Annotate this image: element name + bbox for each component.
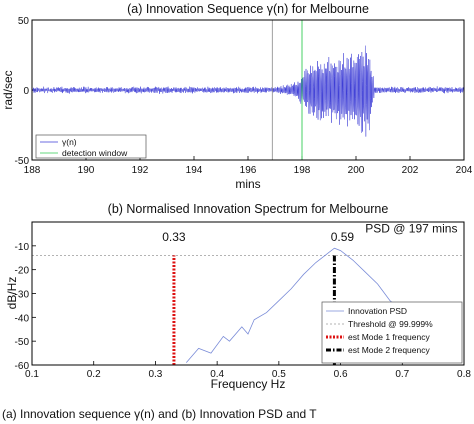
chart-a-x-axis-label: mins — [235, 177, 260, 191]
chart-a-x-tick-label: 194 — [186, 165, 203, 176]
legend-label-gamma: γ(n) — [62, 137, 77, 147]
chart-a-x-tick-label: 200 — [348, 165, 365, 176]
legend-label-innovation-psd: Innovation PSD — [348, 306, 407, 316]
chart-b-y-axis-label: dB/Hz — [5, 277, 19, 310]
chart-b-legend-box — [321, 301, 463, 364]
chart-a-legend: γ(n) detection window — [35, 134, 147, 159]
chart-b-plot-frame — [31, 221, 465, 366]
chart-a-x-tick-label: 198 — [294, 165, 311, 176]
chart-a-y-tick-label: 50 — [18, 16, 30, 27]
chart-b-legend: Innovation PSD Threshold @ 99.999% est M… — [321, 301, 463, 364]
chart-b-x-tick-label: 0.6 — [334, 369, 348, 380]
chart-b-y-tick-label: -60 — [15, 361, 30, 372]
chart-a-x-tick-label: 202 — [402, 165, 419, 176]
legend-label-threshold: Threshold @ 99.999% — [348, 319, 433, 329]
chart-a-series-gamma — [31, 45, 465, 137]
chart-b-x-axis-label: Frequency Hz — [211, 377, 286, 391]
chart-b-x-tick-label: 0.4 — [210, 369, 224, 380]
chart-a-x-tick-label: 196 — [240, 165, 257, 176]
chart-a-legend-box — [35, 134, 147, 159]
chart-a-title: (a) Innovation Sequence γ(n) for Melbour… — [127, 2, 369, 16]
legend-label-detection-window: detection window — [62, 148, 128, 158]
chart-a-y-tick-label: 0 — [23, 86, 29, 97]
chart-b-x-tick-label: 0.1 — [25, 369, 39, 380]
figure-caption: (a) Innovation sequence γ(n) and (b) Inn… — [2, 407, 317, 421]
annotation-psd-time: PSD @ 197 mins — [365, 222, 457, 236]
legend-label-mode-1: est Mode 1 frequency — [348, 332, 430, 342]
chart-b-x-tick-label: 0.3 — [148, 369, 162, 380]
chart-a-x-tick-label: 188 — [24, 165, 41, 176]
innovation-sequence-chart: (a) Innovation Sequence γ(n) for Melbour… — [1, 2, 473, 191]
chart-a-x-tick-label: 192 — [132, 165, 149, 176]
legend-label-mode-2: est Mode 2 frequency — [348, 345, 430, 355]
chart-b-y-tick-label: -50 — [15, 337, 30, 348]
chart-a-plot-frame — [31, 19, 465, 161]
chart-a-x-tick-label: 204 — [456, 165, 473, 176]
chart-a-x-tick-label: 190 — [78, 165, 95, 176]
annotation-mode-2: 0.59 — [331, 230, 355, 244]
chart-b-y-tick-label: -10 — [15, 242, 30, 253]
chart-b-x-tick-label: 0.2 — [87, 369, 101, 380]
chart-b-y-tick-label: -30 — [15, 290, 30, 301]
chart-b-y-tick-label: -40 — [15, 313, 30, 324]
chart-b-title: (b) Normalised Innovation Spectrum for M… — [108, 202, 389, 216]
chart-a-y-axis-label: rad/sec — [1, 70, 15, 109]
chart-b-x-tick-label: 0.5 — [272, 369, 286, 380]
annotation-mode-1: 0.33 — [162, 230, 186, 244]
chart-b-x-tick-label: 0.7 — [395, 369, 409, 380]
chart-b-x-tick-label: 0.8 — [457, 369, 471, 380]
innovation-spectrum-chart: (b) Normalised Innovation Spectrum for M… — [5, 202, 471, 391]
chart-a-y-tick-label: -50 — [15, 156, 30, 167]
chart-b-y-tick-label: -20 — [15, 266, 30, 277]
